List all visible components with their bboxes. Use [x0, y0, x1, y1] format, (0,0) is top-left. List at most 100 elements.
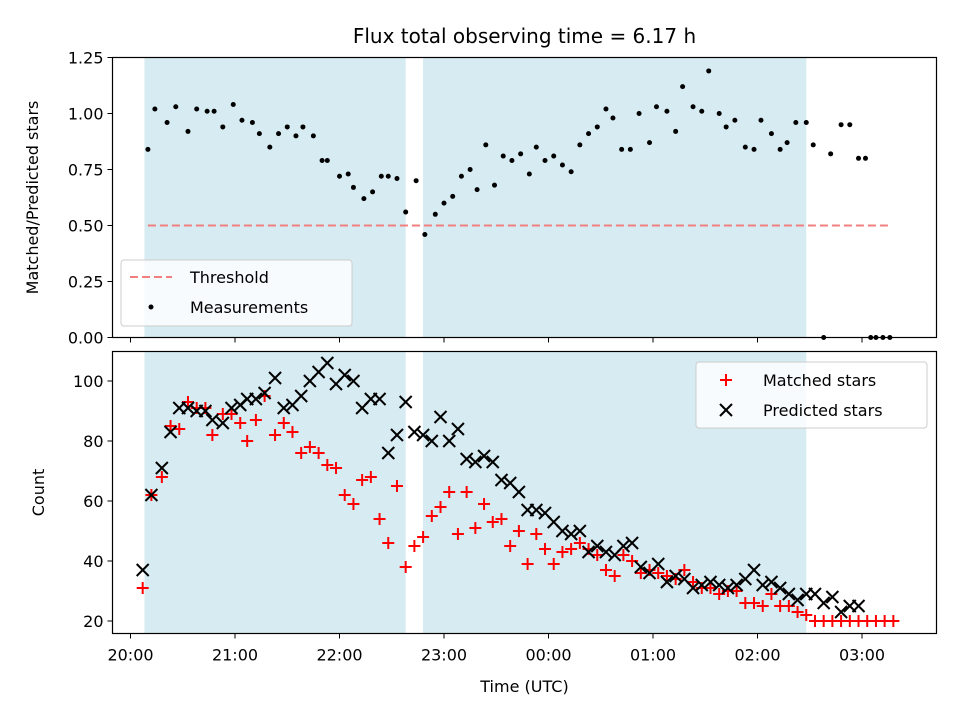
- measurement-point: [230, 102, 236, 108]
- measurement-point: [211, 108, 217, 114]
- measurement-point: [723, 124, 729, 130]
- measurement-point: [603, 106, 609, 112]
- measurement-point: [385, 173, 391, 179]
- predicted-star-point: [573, 524, 587, 538]
- matched-star-point: [321, 459, 334, 471]
- predicted-star-point: [216, 416, 230, 430]
- x-tick-label: 22:00: [316, 646, 362, 665]
- predicted-star-point: [651, 557, 665, 571]
- measurement-point: [828, 151, 834, 157]
- measurement-point: [350, 184, 356, 190]
- measurement-point: [324, 158, 330, 164]
- predicted-star-point: [477, 449, 491, 463]
- predicted-star-point: [135, 563, 150, 577]
- predicted-star-point: [486, 455, 500, 469]
- measurement-point: [803, 119, 809, 125]
- matched-star-point: [225, 408, 238, 420]
- predicted-star-point: [703, 575, 718, 589]
- predicted-star-point: [381, 446, 395, 460]
- measurement-point: [185, 128, 191, 134]
- measurement-point: [518, 151, 524, 157]
- predicted-star-point: [729, 578, 744, 592]
- matched-star-point: [486, 516, 499, 528]
- predicted-star-point: [773, 581, 787, 595]
- predicted-star-point: [721, 581, 735, 595]
- matched-star-point: [408, 540, 421, 552]
- predicted-star-point: [468, 455, 483, 469]
- predicted-star-point: [816, 596, 831, 610]
- predicted-star-point: [494, 473, 509, 487]
- measurement-point: [664, 108, 670, 114]
- predicted-star-point: [416, 428, 430, 442]
- x-tick-label: 21:00: [212, 646, 258, 665]
- matched-star-point: [451, 528, 464, 540]
- predicted-star-point: [144, 488, 159, 502]
- measurement-point: [370, 189, 376, 195]
- legend-matched-swatch: [720, 374, 732, 386]
- predicted-star-point: [249, 392, 263, 406]
- measurement-point: [551, 153, 557, 159]
- measurement-point: [542, 158, 548, 164]
- predicted-star-point: [782, 587, 796, 601]
- matched-star-point: [599, 564, 612, 576]
- matched-star-point: [704, 582, 717, 594]
- measurement-point: [152, 106, 158, 112]
- predicted-star-point: [660, 575, 674, 589]
- measurement-point: [716, 111, 722, 116]
- measurement-point: [239, 117, 245, 123]
- matched-star-point: [469, 522, 482, 534]
- matched-star-point: [399, 561, 412, 573]
- bottom-y-tick-label: 60: [83, 492, 103, 511]
- measurement-point: [474, 187, 480, 193]
- measurement-point: [300, 124, 306, 130]
- predicted-star-point: [163, 425, 178, 439]
- measurement-point: [559, 162, 565, 168]
- measurement-point: [690, 104, 696, 110]
- predicted-star-point: [590, 539, 604, 553]
- predicted-star-point: [433, 410, 448, 424]
- measurement-point: [249, 119, 255, 125]
- predicted-star-point: [205, 413, 220, 427]
- bottom-y-axis-label: Count: [29, 469, 48, 517]
- top-x-ticks: [130, 337, 863, 343]
- measurement-point: [204, 108, 210, 114]
- measurement-point: [483, 142, 489, 148]
- predicted-star-point: [181, 401, 195, 415]
- legend-measurements-label: Measurements: [190, 298, 308, 317]
- matched-star-point: [730, 585, 743, 597]
- bottom-y-tick-label: 100: [73, 372, 104, 391]
- measurement-point: [862, 155, 868, 161]
- measurement-point: [509, 158, 515, 164]
- measurement-point: [653, 104, 659, 110]
- measurement-point: [856, 155, 862, 161]
- legend-threshold-label: Threshold: [189, 268, 269, 287]
- measurement-point: [378, 173, 384, 179]
- matched-star-point: [660, 570, 673, 582]
- matched-star-point: [573, 537, 586, 549]
- matched-star-point: [495, 513, 508, 525]
- predicted-star-point: [338, 368, 352, 382]
- predicted-star-point: [198, 404, 213, 418]
- top-y-tick-label: 0.50: [68, 217, 104, 236]
- measurement-point: [619, 146, 625, 152]
- measurement-point: [267, 144, 273, 150]
- predicted-star-point: [442, 434, 456, 448]
- measurement-point: [847, 122, 853, 128]
- measurement-point: [673, 128, 679, 134]
- measurement-point: [533, 144, 539, 150]
- matched-star-point: [382, 537, 395, 549]
- predicted-star-point: [599, 545, 613, 559]
- matched-star-point: [425, 510, 438, 522]
- matched-star-point: [800, 609, 813, 621]
- bottom-panel: 20 40 60 80 100 20:00 21:00 22:00 23:00 00:00 01:…: [29, 350, 938, 696]
- predicted-star-point: [346, 374, 361, 388]
- measurement-point: [699, 108, 705, 114]
- measurement-point: [706, 68, 712, 74]
- measurement-point: [337, 173, 342, 179]
- measurement-point: [432, 211, 438, 217]
- measurement-point: [627, 146, 633, 152]
- measurement-point: [742, 144, 748, 150]
- predicted-stars-points: [135, 356, 866, 619]
- predicted-star-point: [398, 395, 413, 409]
